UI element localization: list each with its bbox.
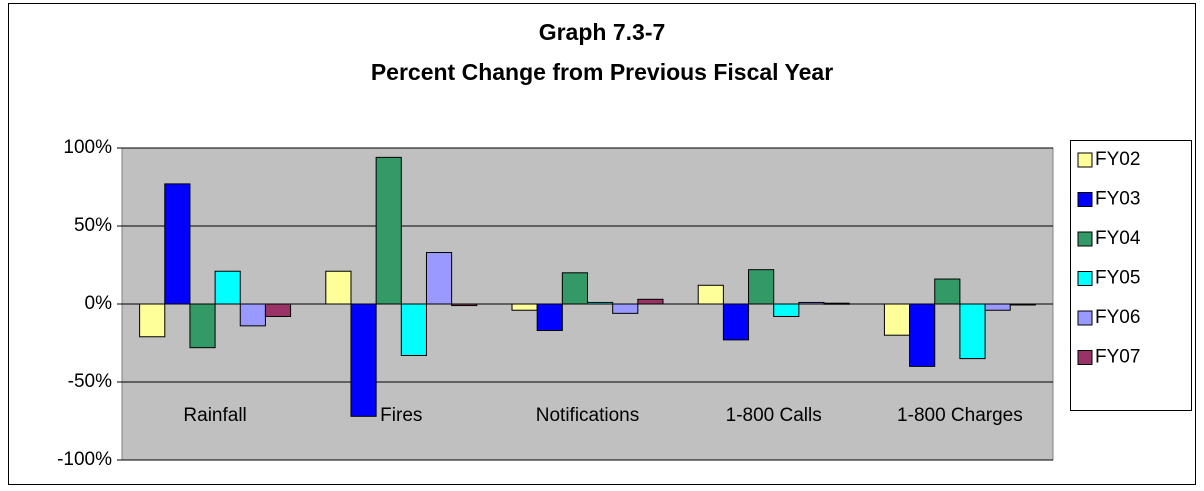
bar: [139, 303, 166, 338]
legend-label: FY03: [1095, 189, 1140, 210]
bar: [425, 252, 453, 305]
bar: [748, 269, 775, 305]
bar: [400, 303, 427, 356]
legend-swatch: [1077, 271, 1093, 286]
bar: [773, 303, 800, 317]
y-tick-label: 100%: [63, 137, 112, 158]
y-tick-label: 50%: [74, 215, 112, 236]
bar: [350, 303, 377, 417]
bar: [984, 303, 1011, 311]
bar: [561, 272, 588, 305]
bar: [637, 298, 664, 305]
bar: [511, 303, 538, 311]
legend-swatch: [1077, 152, 1093, 168]
legend-label: FY07: [1095, 347, 1140, 368]
legend-swatch: [1077, 350, 1093, 365]
bar: [164, 183, 191, 305]
legend-label: FY05: [1095, 268, 1140, 289]
x-tick-label: Fires: [380, 405, 422, 426]
bar: [612, 303, 639, 314]
bar: [934, 278, 961, 305]
legend-swatch: [1077, 310, 1093, 326]
y-tick-label: -100%: [57, 449, 112, 470]
bar: [214, 270, 241, 305]
bar: [883, 303, 911, 336]
bar: [239, 303, 266, 327]
bar: [536, 303, 563, 332]
x-tick-label: Notifications: [536, 405, 640, 426]
legend-swatch: [1077, 192, 1093, 207]
bar: [722, 303, 750, 341]
y-tick-label: -50%: [68, 371, 112, 392]
legend-swatch: [1077, 231, 1093, 247]
bar: [264, 303, 292, 317]
bar: [909, 303, 936, 367]
y-tick-label: 0%: [85, 293, 113, 314]
legend-label: FY06: [1095, 307, 1140, 328]
x-tick-label: 1-800 Charges: [897, 405, 1023, 426]
bar: [325, 270, 352, 305]
bar: [959, 303, 986, 360]
bar: [697, 284, 724, 305]
bar: [189, 303, 216, 349]
chart-subtitle: Percent Change from Previous Fiscal Year: [371, 59, 833, 85]
legend-label: FY04: [1095, 228, 1141, 249]
bar: [375, 156, 402, 305]
chart-title: Graph 7.3-7: [539, 19, 666, 45]
legend-label: FY02: [1095, 149, 1140, 170]
x-tick-label: 1-800 Calls: [726, 405, 822, 426]
x-tick-label: Rainfall: [183, 405, 246, 426]
